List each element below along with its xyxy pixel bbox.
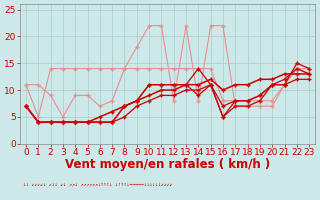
Text: ↓↓ ↙↙↙↙↓ ↙↓↓ ↙↓ ↗↗↓ ↗↗↗↗↗↗↓↑↑↑↓ ↓↑↑↑↓→→→→→↓↓↓↓↓↓↙↙↙↙: ↓↓ ↙↙↙↙↓ ↙↓↓ ↙↓ ↗↗↓ ↗↗↗↗↗↗↓↑↑↑↓ ↓↑↑↑↓→→→…: [23, 183, 172, 188]
X-axis label: Vent moyen/en rafales ( km/h ): Vent moyen/en rafales ( km/h ): [65, 158, 270, 171]
